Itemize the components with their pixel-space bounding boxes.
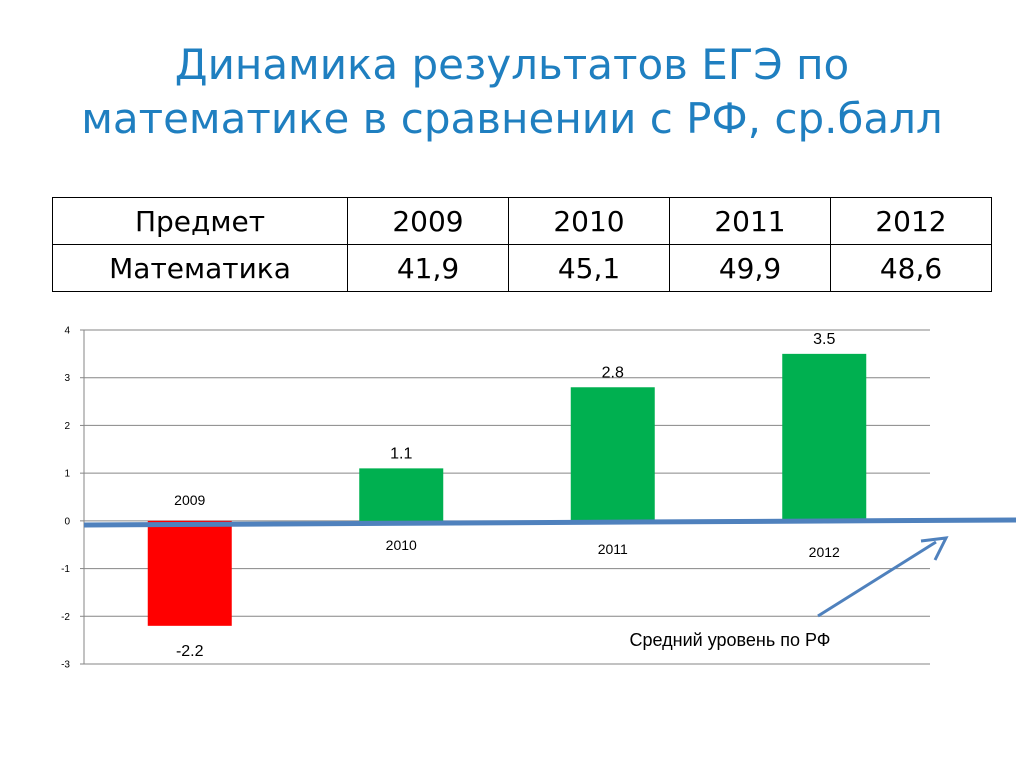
header-year-2011: 2011 [669,197,831,245]
header-subject: Предмет [52,197,348,245]
bar-2010 [359,468,444,521]
category-label-2009: 2009 [174,492,205,508]
cell-2011: 49,9 [669,244,831,292]
table-row: Математика 41,9 45,1 49,9 48,6 [52,244,992,292]
cell-subject: Математика [52,244,348,292]
arrow-head-icon [920,536,949,561]
y-tick-label: -1 [61,564,70,575]
data-label-2009: -2.2 [176,643,204,660]
bar-chart: 4 3 2 1 0 -1 -2 -3 -2.2 2009 1.1 2010 2.8 2011 3.5 2012… [61,326,1017,671]
cell-2009: 41,9 [347,244,509,292]
y-tick-label: 2 [64,421,70,432]
data-label-2012: 3.5 [813,331,835,348]
y-tick-label: 1 [64,469,70,480]
header-year-2009: 2009 [347,197,509,245]
y-tick-label: 4 [64,326,70,337]
y-tick-label: -3 [61,660,70,671]
y-tick-label: 0 [64,516,70,527]
reference-line [83,517,1017,528]
y-tick-label: 3 [64,373,70,384]
data-label-2011: 2.8 [602,364,624,381]
data-label-2010: 1.1 [390,445,412,462]
annotation-label: Средний уровень по РФ [630,630,831,650]
category-label-2010: 2010 [386,537,417,553]
title-line-1: Динамика результатов ЕГЭ по [174,40,850,89]
category-label-2011: 2011 [598,541,628,557]
bar-2012 [782,353,867,521]
cell-2012: 48,6 [830,244,992,292]
arrow-shaft [817,540,937,618]
slide-title: Динамика результатов ЕГЭ по математике в… [0,38,1024,146]
header-year-2012: 2012 [830,197,992,245]
category-label-2012: 2012 [809,544,840,560]
bar-2011 [570,387,655,521]
results-table: Предмет 2009 2010 2011 2012 Математика 4… [52,197,992,292]
header-year-2010: 2010 [508,197,670,245]
bar-2009 [147,520,232,626]
table-header-row: Предмет 2009 2010 2011 2012 [52,197,992,245]
title-line-2: математике в сравнении с РФ, ср.балл [81,94,943,143]
cell-2010: 45,1 [508,244,670,292]
y-tick-label: -2 [61,612,70,623]
